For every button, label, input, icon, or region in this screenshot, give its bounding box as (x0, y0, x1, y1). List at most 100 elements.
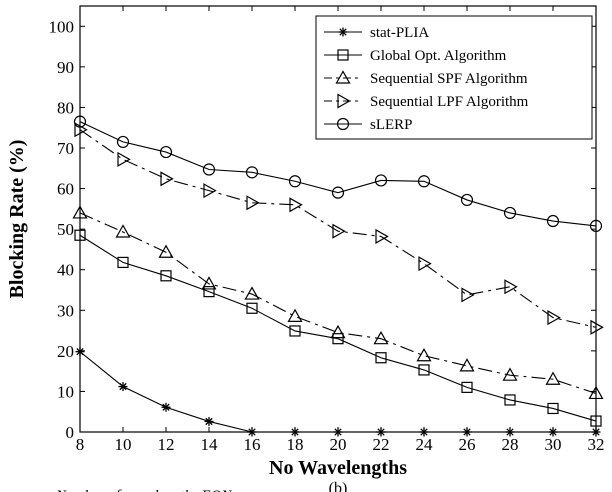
x-tick-label: 22 (373, 435, 390, 454)
series-line (79, 351, 596, 433)
data-point (459, 358, 475, 372)
y-tick-label: 30 (57, 301, 74, 320)
data-point (461, 287, 475, 303)
data-point (245, 166, 259, 179)
y-tick-label: 80 (57, 98, 74, 117)
data-point (160, 270, 172, 282)
x-tick-label: 18 (287, 435, 304, 454)
series-circle (73, 115, 603, 232)
data-point (115, 224, 131, 238)
legend-label: sLERP (370, 117, 413, 133)
data-point (116, 135, 130, 149)
data-point (246, 302, 258, 314)
y-tick-label: 70 (57, 139, 74, 158)
legend-entry: Sequential LPF Algorithm (324, 93, 529, 110)
series-triangle-up (72, 205, 604, 400)
y-tick-label: 0 (66, 423, 75, 442)
legend-entry: stat-PLIA (324, 25, 429, 41)
series-star (75, 347, 601, 437)
legend-box (315, 15, 593, 140)
legend-marker (337, 93, 351, 109)
data-point (159, 145, 173, 159)
cutoff-caption-text: Number of wavelengths EON (55, 488, 232, 492)
x-tick-label: 30 (545, 435, 562, 454)
legend: stat-PLIA Global Opt. Algorithm Sequential… (315, 15, 593, 140)
data-point (332, 333, 344, 345)
legend-marker (337, 49, 349, 61)
data-point (418, 364, 430, 376)
data-point (244, 286, 260, 300)
data-point (118, 382, 128, 392)
data-point (461, 381, 473, 393)
legend-marker (335, 70, 351, 84)
data-point (375, 228, 389, 244)
legend-entry: Global Opt. Algorithm (324, 48, 507, 64)
data-point (161, 402, 171, 412)
data-point (117, 151, 131, 167)
data-point (204, 416, 214, 426)
data-point (590, 319, 604, 335)
x-tick-label: 28 (502, 435, 519, 454)
legend-label: Sequential SPF Algorithm (370, 71, 528, 87)
data-point (503, 206, 517, 220)
y-tick-label: 10 (57, 382, 74, 401)
data-point (158, 244, 174, 258)
series-triangle-right (74, 122, 604, 335)
legend-entry: Sequential SPF Algorithm (324, 70, 528, 87)
legend-label: Global Opt. Algorithm (370, 48, 507, 64)
data-point (375, 352, 387, 364)
data-point (418, 256, 432, 272)
x-tick-label: 12 (158, 435, 175, 454)
legend-marker (336, 117, 350, 131)
data-point (374, 174, 388, 187)
data-point (289, 325, 301, 337)
legend-entry: sLERP (324, 117, 413, 133)
data-point (203, 286, 215, 298)
axis-ticks: 8 10 12 14 16 18 20 22 24 26 28 30 32 0 10 20 30 40 50 60 70… (49, 6, 605, 454)
chart-marks (72, 115, 604, 437)
data-point (417, 175, 431, 188)
x-tick-label: 8 (76, 435, 85, 454)
series-line (79, 129, 597, 328)
data-point (331, 186, 345, 199)
data-point (416, 348, 432, 362)
legend-label: Sequential LPF Algorithm (370, 94, 529, 110)
data-point (117, 256, 129, 269)
data-point (202, 163, 216, 176)
y-tick-label: 50 (57, 220, 74, 239)
y-tick-label: 40 (57, 261, 74, 280)
x-tick-label: 14 (201, 435, 219, 454)
x-tick-label: 32 (588, 435, 605, 454)
data-point (201, 276, 217, 290)
y-tick-label: 60 (57, 180, 74, 199)
y-tick-label: 100 (49, 17, 75, 36)
data-point (287, 308, 303, 322)
data-point (546, 214, 560, 228)
data-point (289, 197, 303, 213)
data-point (460, 193, 474, 207)
x-tick-label: 20 (330, 435, 347, 454)
data-point (502, 367, 518, 381)
series-line (79, 212, 597, 394)
legend-label: stat-PLIA (370, 25, 429, 41)
series-square (74, 229, 602, 427)
x-tick-label: 24 (416, 435, 434, 454)
data-point (288, 175, 302, 188)
data-point (160, 171, 174, 187)
series-line (79, 121, 597, 227)
y-tick-label: 90 (57, 58, 74, 77)
x-tick-label: 16 (244, 435, 261, 454)
data-point (373, 330, 389, 345)
x-tick-label: 26 (459, 435, 476, 454)
data-point (330, 324, 346, 339)
data-point (547, 402, 559, 415)
x-tick-label: 10 (115, 435, 132, 454)
data-point (203, 183, 217, 199)
data-point (504, 394, 516, 406)
data-point (246, 195, 260, 211)
data-point (547, 310, 561, 326)
data-point (332, 223, 346, 239)
data-point (545, 371, 561, 385)
x-axis-title: No Wavelengths (269, 457, 407, 479)
